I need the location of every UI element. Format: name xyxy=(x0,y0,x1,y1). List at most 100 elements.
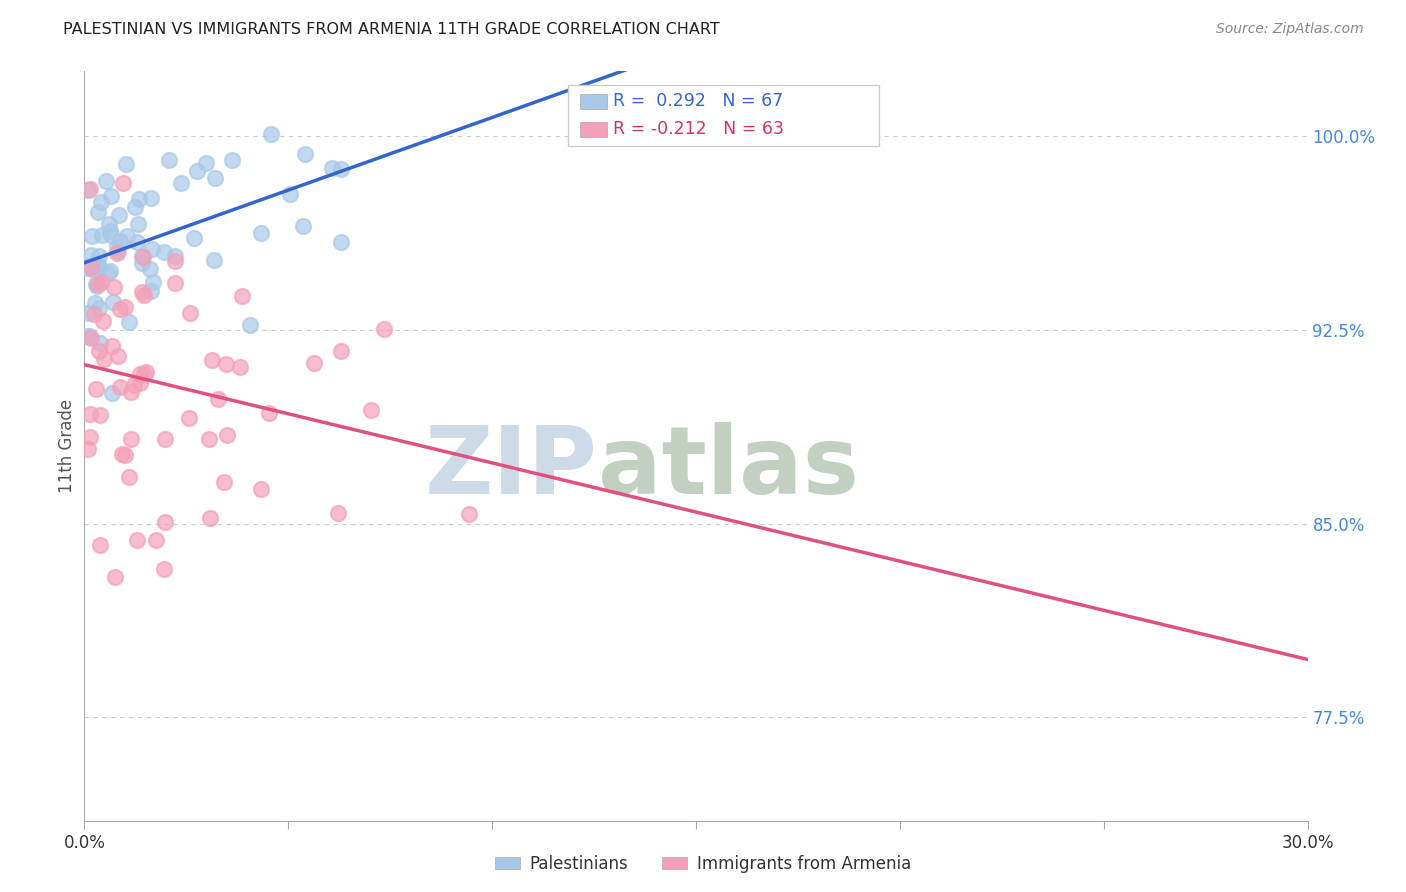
Point xyxy=(329,343,352,358)
Point xyxy=(77,329,100,343)
Point xyxy=(134,367,156,381)
Point xyxy=(89,408,111,422)
Point xyxy=(153,515,176,529)
Point xyxy=(107,244,129,258)
Point xyxy=(215,357,238,371)
Point xyxy=(231,289,253,303)
Point xyxy=(89,249,111,263)
Point xyxy=(114,300,136,314)
Point xyxy=(97,217,120,231)
Point xyxy=(458,507,481,521)
Point xyxy=(89,335,111,350)
Point xyxy=(118,470,141,484)
Point xyxy=(80,331,103,345)
Point xyxy=(330,235,353,250)
Text: PALESTINIAN VS IMMIGRANTS FROM ARMENIA 11TH GRADE CORRELATION CHART: PALESTINIAN VS IMMIGRANTS FROM ARMENIA 1… xyxy=(63,22,720,37)
Point xyxy=(89,260,111,275)
Point xyxy=(141,284,163,298)
Point xyxy=(217,427,239,442)
Point xyxy=(145,533,167,547)
Point xyxy=(108,301,131,316)
Point xyxy=(329,161,352,176)
Point xyxy=(84,383,107,397)
Point xyxy=(129,376,152,391)
Point xyxy=(111,176,134,190)
Text: R = -0.212   N = 63: R = -0.212 N = 63 xyxy=(613,120,783,138)
Point xyxy=(111,447,134,461)
Point xyxy=(100,386,122,401)
Point xyxy=(84,295,107,310)
Point xyxy=(89,538,111,552)
Point xyxy=(79,182,101,196)
Point xyxy=(80,229,103,244)
Point xyxy=(77,442,100,457)
Point xyxy=(79,259,101,273)
Point xyxy=(84,277,107,291)
Point xyxy=(131,285,153,299)
Point xyxy=(103,280,125,294)
Point xyxy=(328,506,350,520)
Point xyxy=(125,533,148,547)
Point xyxy=(90,228,112,243)
Point xyxy=(79,430,101,444)
Point xyxy=(141,242,163,256)
Point xyxy=(118,315,141,329)
Point xyxy=(142,48,165,62)
Point xyxy=(152,562,174,576)
Point xyxy=(201,352,224,367)
Point xyxy=(321,161,343,176)
Point xyxy=(86,279,108,293)
Point xyxy=(142,275,165,289)
Text: R =  0.292   N = 67: R = 0.292 N = 67 xyxy=(613,93,783,111)
Point xyxy=(90,195,112,210)
Point xyxy=(183,231,205,245)
Point xyxy=(91,313,114,327)
Point xyxy=(77,183,100,197)
Point xyxy=(260,127,283,141)
Point xyxy=(131,250,153,264)
Y-axis label: 11th Grade: 11th Grade xyxy=(58,399,76,493)
Point xyxy=(194,156,217,170)
Point xyxy=(107,350,129,364)
Point xyxy=(120,384,142,399)
Point xyxy=(135,365,157,379)
Point xyxy=(120,432,142,446)
Point xyxy=(186,164,208,178)
Point xyxy=(200,511,222,525)
Point xyxy=(202,252,225,267)
Point xyxy=(105,240,128,254)
Point xyxy=(77,328,100,343)
Point xyxy=(257,406,280,420)
Point xyxy=(157,153,180,168)
Point xyxy=(100,189,122,203)
Point xyxy=(170,177,193,191)
Point xyxy=(291,219,314,233)
Text: atlas: atlas xyxy=(598,423,859,515)
Point xyxy=(131,256,153,270)
Point xyxy=(131,249,153,263)
Point xyxy=(214,475,236,489)
Point xyxy=(110,234,132,248)
Point xyxy=(90,275,112,289)
Point xyxy=(83,263,105,277)
Text: ZIP: ZIP xyxy=(425,423,598,515)
Point xyxy=(98,224,121,238)
FancyBboxPatch shape xyxy=(579,121,606,136)
Point xyxy=(105,245,128,260)
Point xyxy=(179,306,201,320)
Point xyxy=(163,249,186,263)
Point xyxy=(80,248,103,262)
Legend: Palestinians, Immigrants from Armenia: Palestinians, Immigrants from Armenia xyxy=(488,848,918,880)
Text: Source: ZipAtlas.com: Source: ZipAtlas.com xyxy=(1216,22,1364,37)
Point xyxy=(294,146,316,161)
Point xyxy=(129,367,152,381)
Point xyxy=(87,277,110,291)
Point xyxy=(114,449,136,463)
Point xyxy=(86,257,108,271)
Point xyxy=(139,261,162,276)
Point xyxy=(207,392,229,406)
Point xyxy=(229,359,252,374)
Point xyxy=(239,318,262,333)
Point xyxy=(104,570,127,584)
Point xyxy=(360,403,382,417)
